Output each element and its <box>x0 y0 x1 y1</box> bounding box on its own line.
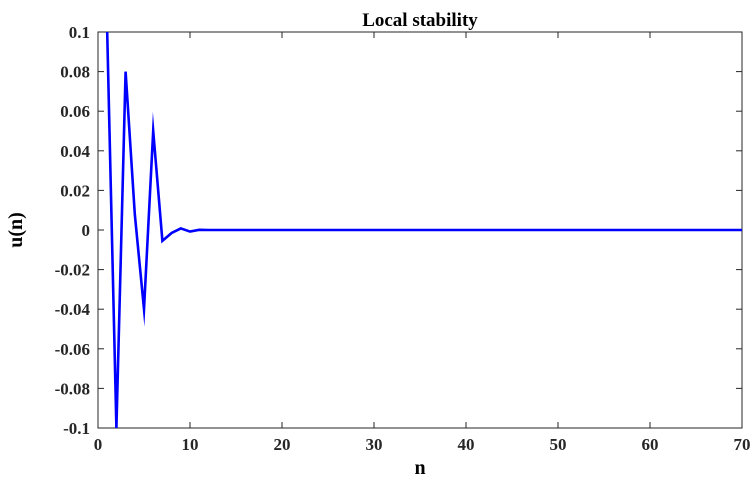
x-tick-label: 70 <box>734 435 751 454</box>
y-tick-label: -0.02 <box>55 261 90 280</box>
y-tick-label: 0.08 <box>60 63 90 82</box>
x-tick-label: 60 <box>642 435 659 454</box>
y-tick-label: 0.06 <box>60 102 90 121</box>
y-tick-label: -0.04 <box>55 300 91 319</box>
y-tick-label: -0.06 <box>55 340 90 359</box>
x-tick-label: 40 <box>458 435 475 454</box>
x-axis-label: n <box>414 457 425 479</box>
x-tick-label: 30 <box>366 435 383 454</box>
y-tick-label: 0 <box>82 221 91 240</box>
y-tick-label: 0.1 <box>69 23 90 42</box>
x-tick-label: 20 <box>274 435 291 454</box>
chart-title: Local stability <box>362 10 478 31</box>
series-line-0 <box>105 31 742 429</box>
y-tick-label: 0.04 <box>60 142 90 161</box>
x-tick-label: 0 <box>94 435 103 454</box>
y-tick-label: 0.02 <box>60 181 90 200</box>
y-tick-label: -0.08 <box>55 379 90 398</box>
y-tick-label: -0.1 <box>63 419 90 438</box>
x-tick-label: 50 <box>550 435 567 454</box>
y-axis-label: u(n) <box>5 212 27 248</box>
x-tick-label: 10 <box>182 435 199 454</box>
